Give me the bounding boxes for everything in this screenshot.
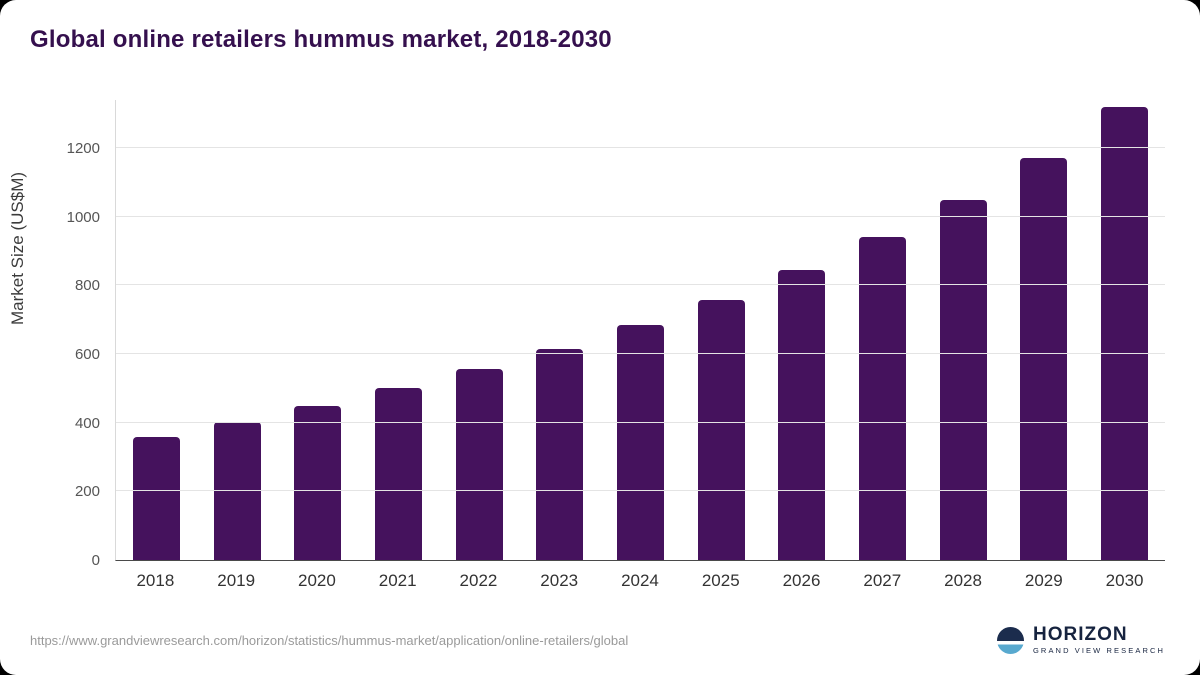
x-axis-labels: 2018 2019 2020 2021 2022 2023 2024 2025 2026 2027…	[115, 571, 1165, 591]
bar	[939, 200, 987, 560]
y-axis-title: Market Size (US$M)	[8, 171, 27, 325]
gridline	[116, 490, 1165, 492]
bar-slot	[923, 100, 1004, 560]
bars-container	[116, 100, 1165, 560]
source-url: https://www.grandviewresearch.com/horizo…	[30, 632, 629, 648]
bar	[536, 348, 584, 560]
gridline	[116, 284, 1165, 286]
y-tick-label: 600	[74, 346, 100, 364]
chart-title: Global online retailers hummus market, 2…	[30, 26, 612, 53]
gridline	[116, 353, 1165, 355]
bar-slot	[1004, 100, 1085, 560]
bar-slot	[358, 100, 439, 560]
bar	[374, 388, 422, 560]
x-tick-label: 2022	[459, 571, 498, 590]
x-tick-label: 2024	[621, 571, 659, 590]
y-tick-label: 0	[91, 552, 100, 569]
bar-slot	[277, 100, 358, 560]
x-tick-label: 2028	[944, 571, 982, 590]
gridline	[116, 215, 1165, 217]
logo-subtitle: GRAND VIEW RESEARCH	[1033, 646, 1165, 656]
bar	[132, 437, 180, 560]
x-tick-label: 2025	[701, 571, 740, 590]
bar-slot	[116, 100, 197, 560]
bar	[697, 299, 745, 560]
x-tick-label: 2029	[1024, 571, 1063, 590]
y-tick-label: 200	[74, 483, 100, 501]
bar	[294, 406, 342, 560]
bar-slot	[439, 100, 520, 560]
bar	[859, 237, 907, 560]
bar-slot	[519, 100, 600, 560]
x-tick-label: 2027	[863, 571, 902, 590]
y-tick-label: 400	[74, 414, 100, 432]
x-tick-label: 2020	[298, 571, 336, 590]
bar	[455, 369, 503, 560]
y-tick-label: 1200	[66, 140, 100, 158]
x-tick-label: 2018	[136, 571, 175, 590]
y-tick-label: 1000	[66, 208, 100, 226]
x-tick-label: 2023	[540, 571, 579, 590]
x-tick-label: 2021	[378, 571, 417, 590]
x-tick-label: 2019	[217, 571, 256, 590]
logo: HORIZON GRAND VIEW RESEARCH	[997, 625, 1165, 655]
horizon-logo-icon	[997, 626, 1024, 654]
bar-chart: Market Size (US$M) 0 200 400 600 800 1000 1200…	[8, 100, 1165, 591]
bar-slot	[681, 100, 762, 560]
bar-slot	[762, 100, 843, 560]
bar-slot	[600, 100, 681, 560]
bar	[778, 269, 826, 560]
footer: https://www.grandviewresearch.com/horizo…	[30, 625, 1165, 655]
bar	[616, 325, 664, 560]
y-tick-label: 800	[74, 277, 100, 295]
bar	[1101, 106, 1149, 560]
x-tick-label: 2026	[782, 571, 821, 590]
x-tick-label: 2030	[1105, 571, 1144, 590]
logo-name: HORIZON	[1033, 624, 1128, 646]
plot-area: 0 200 400 600 800 1000 1200	[67, 100, 1165, 569]
bar-slot	[842, 100, 923, 560]
gridline	[116, 147, 1165, 149]
bar	[1020, 157, 1068, 560]
gridline	[116, 421, 1165, 423]
bar-slot	[1084, 100, 1165, 560]
